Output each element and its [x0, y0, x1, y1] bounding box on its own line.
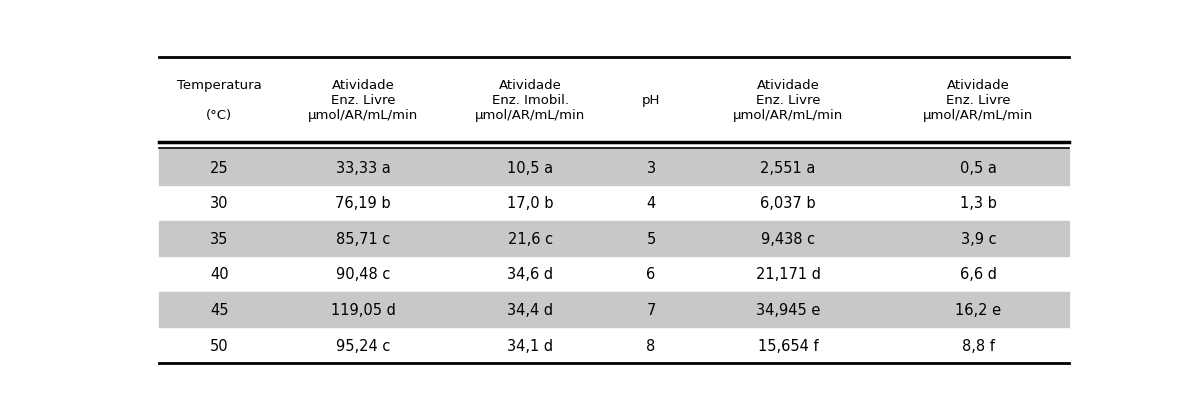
Text: 17,0 b: 17,0 b [507, 196, 553, 211]
Text: 9,438 c: 9,438 c [761, 231, 815, 246]
Text: 2,551 a: 2,551 a [761, 160, 816, 175]
Text: 25: 25 [210, 160, 229, 175]
Text: 3,9 c: 3,9 c [961, 231, 997, 246]
Text: 85,71 c: 85,71 c [337, 231, 391, 246]
Text: 4: 4 [647, 196, 655, 211]
Text: 119,05 d: 119,05 d [331, 302, 395, 317]
Text: 15,654 f: 15,654 f [758, 338, 818, 353]
Text: 90,48 c: 90,48 c [337, 267, 391, 282]
Text: 34,945 e: 34,945 e [756, 302, 821, 317]
Text: 6,6 d: 6,6 d [960, 267, 997, 282]
Text: 3: 3 [647, 160, 655, 175]
Text: 34,4 d: 34,4 d [507, 302, 553, 317]
Text: Atividade
Enz. Imobil.
μmol/AR/mL/min: Atividade Enz. Imobil. μmol/AR/mL/min [476, 79, 586, 122]
Text: 30: 30 [210, 196, 229, 211]
Text: 6: 6 [647, 267, 655, 282]
Text: 16,2 e: 16,2 e [955, 302, 1002, 317]
Text: 34,1 d: 34,1 d [507, 338, 553, 353]
Text: Atividade
Enz. Livre
μmol/AR/mL/min: Atividade Enz. Livre μmol/AR/mL/min [308, 79, 418, 122]
Text: 76,19 b: 76,19 b [335, 196, 391, 211]
Text: 21,6 c: 21,6 c [508, 231, 553, 246]
Bar [159, 221, 1069, 257]
Text: 50: 50 [210, 338, 229, 353]
Text: 10,5 a: 10,5 a [507, 160, 553, 175]
Text: Atividade
Enz. Livre
μmol/AR/mL/min: Atividade Enz. Livre μmol/AR/mL/min [924, 79, 1034, 122]
Text: 45: 45 [210, 302, 229, 317]
Text: 0,5 a: 0,5 a [960, 160, 997, 175]
Text: Atividade
Enz. Livre
μmol/AR/mL/min: Atividade Enz. Livre μmol/AR/mL/min [733, 79, 843, 122]
Text: 7: 7 [647, 302, 655, 317]
Text: 8,8 f: 8,8 f [962, 338, 994, 353]
Text: 34,6 d: 34,6 d [507, 267, 553, 282]
Bar [159, 292, 1069, 328]
Bar [159, 150, 1069, 186]
Text: 21,171 d: 21,171 d [756, 267, 821, 282]
Text: 1,3 b: 1,3 b [960, 196, 997, 211]
Text: 35: 35 [210, 231, 229, 246]
Text: 40: 40 [210, 267, 229, 282]
Text: 33,33 a: 33,33 a [335, 160, 391, 175]
Text: 5: 5 [647, 231, 655, 246]
Text: Temperatura

(°C): Temperatura (°C) [177, 79, 261, 122]
Text: 8: 8 [647, 338, 655, 353]
Text: pH: pH [642, 94, 660, 107]
Text: 6,037 b: 6,037 b [761, 196, 816, 211]
Text: 95,24 c: 95,24 c [337, 338, 391, 353]
